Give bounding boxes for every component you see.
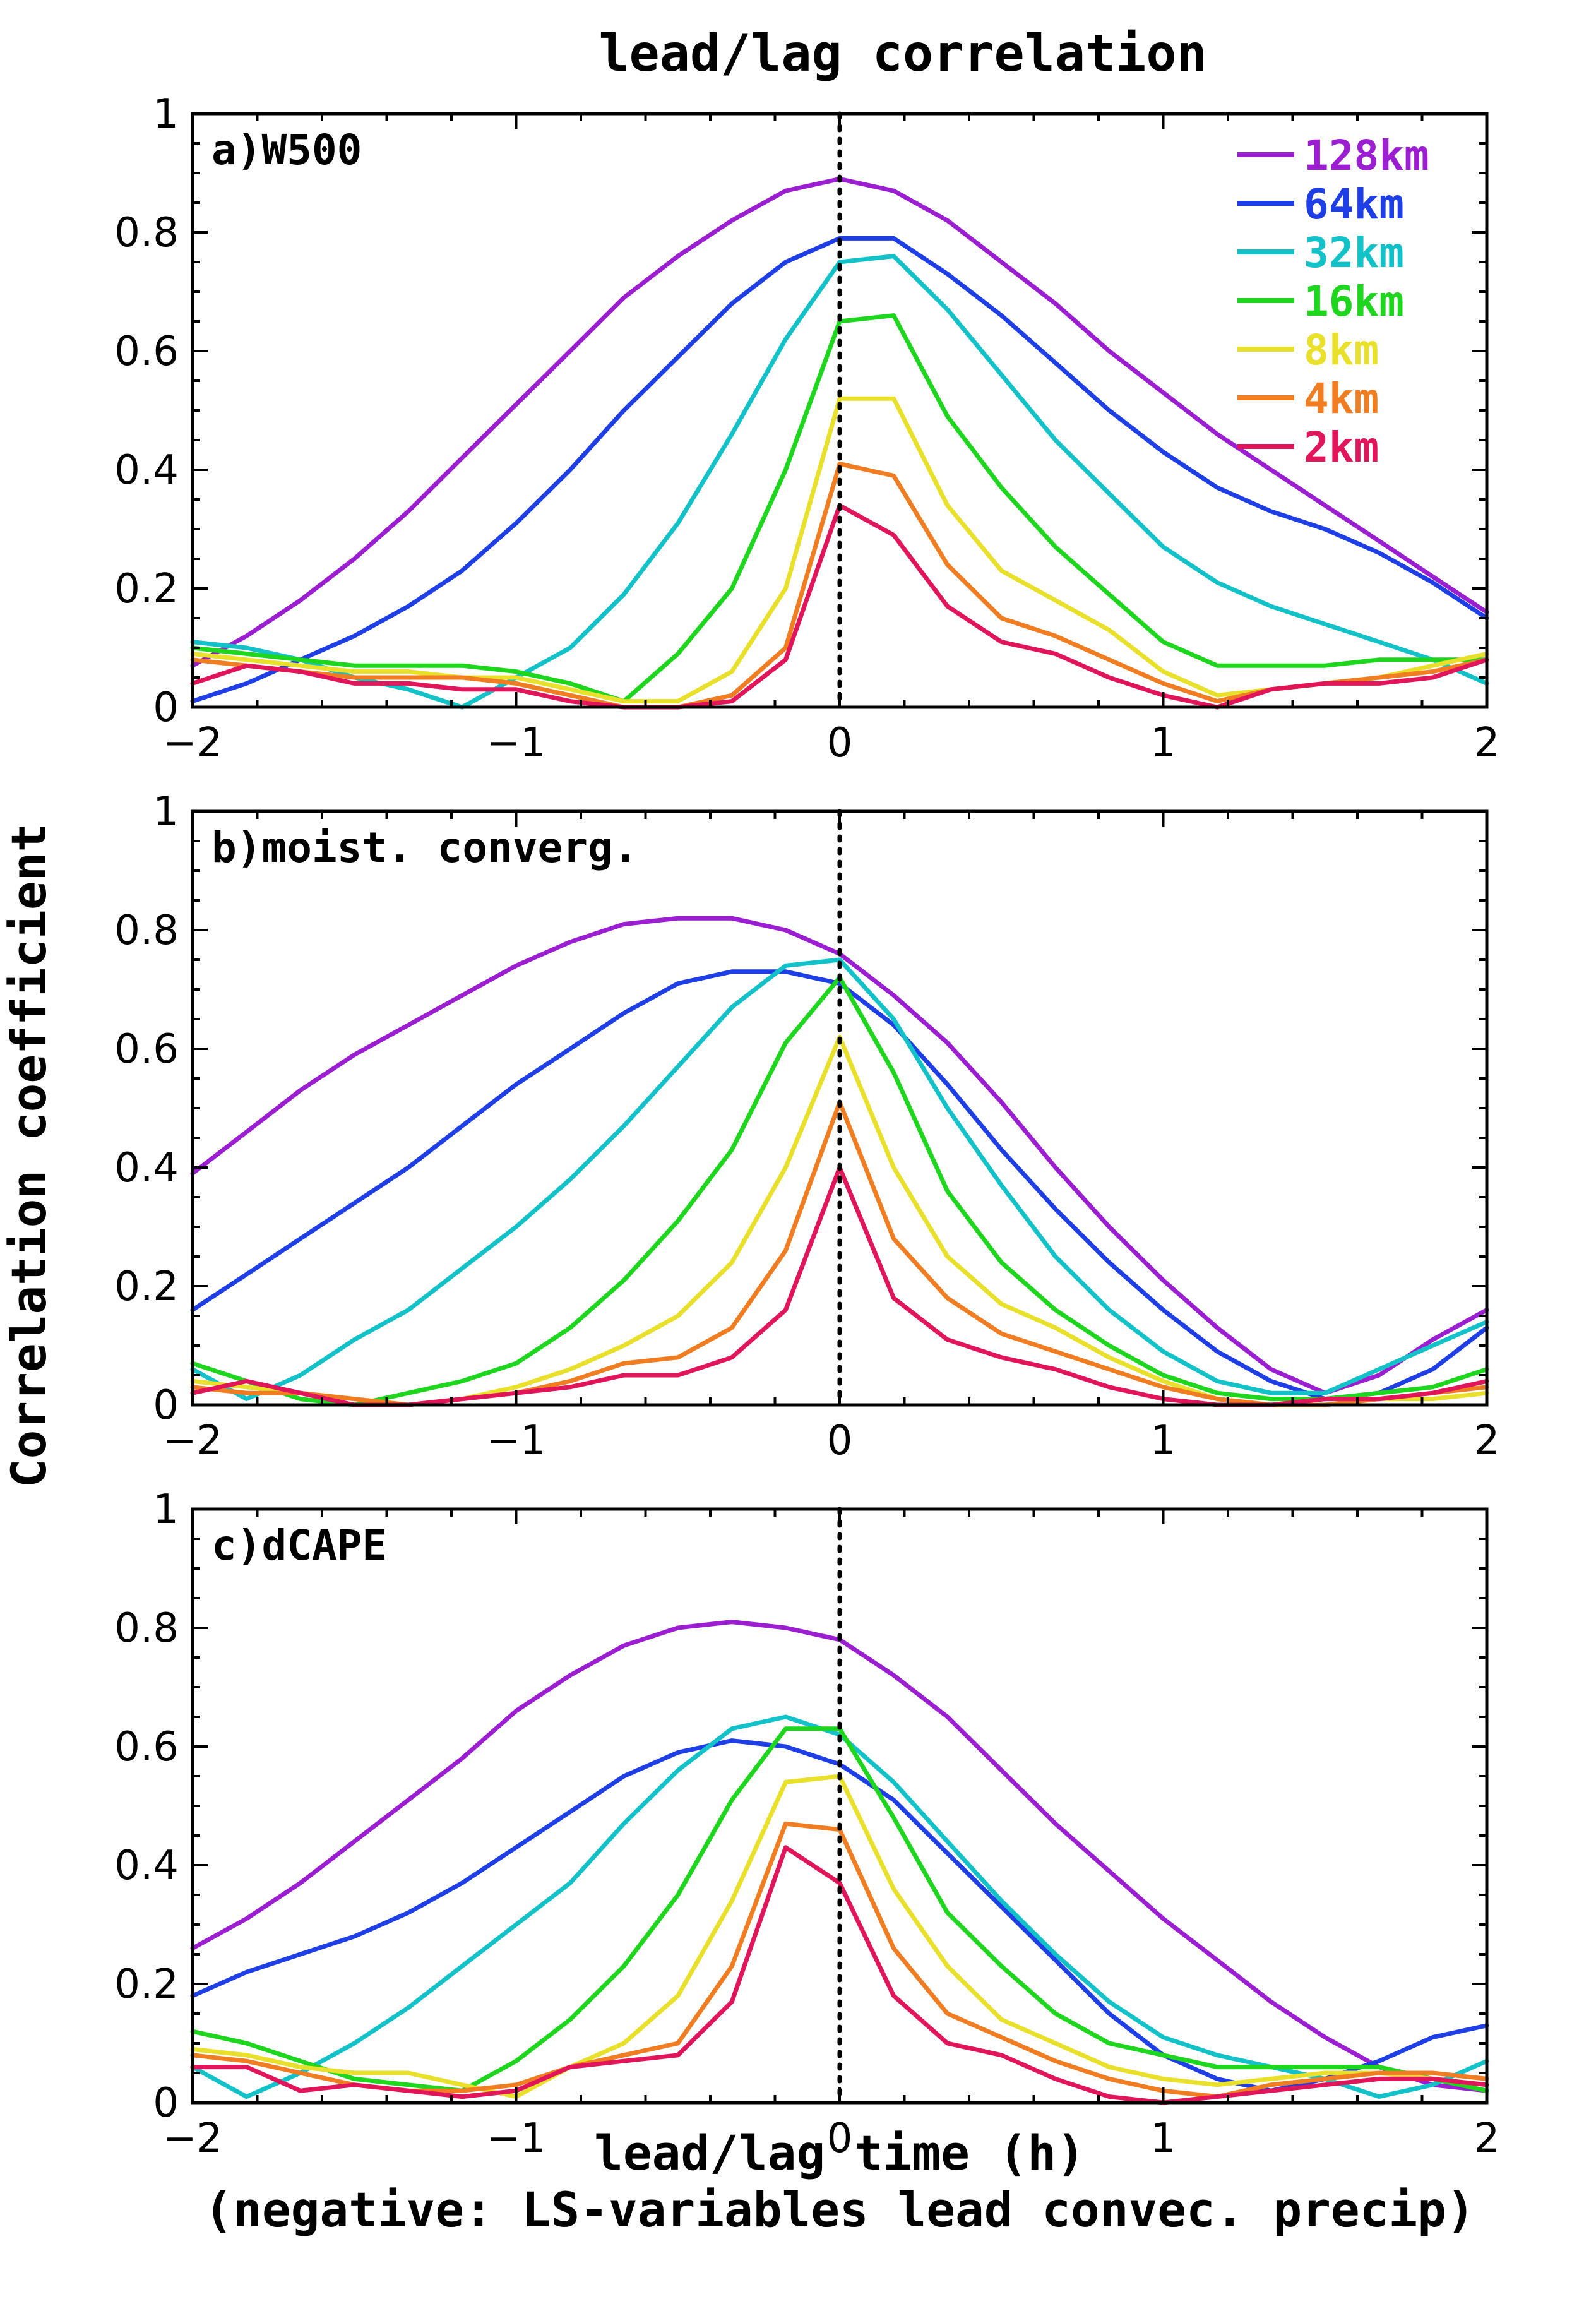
panel-a: −2 −1 0 1 2 0 0.2 0.4 0.6 0.8 1 a)W500 128km64km32km…: [114, 91, 1499, 767]
series-line-32km: [190, 254, 1489, 710]
x-tick-label: 2: [1474, 720, 1500, 767]
y-axis-label: Correlation coefficient: [1, 823, 57, 1488]
y-tick-label: 1: [153, 1486, 179, 1533]
y-tick-label: 0.6: [114, 328, 179, 375]
x-tick-label: 2: [1474, 1418, 1500, 1464]
panel-title: c)dCAPE: [211, 1521, 387, 1570]
y-tick-label: 1: [153, 91, 179, 138]
legend-label-32km: 32km: [1304, 229, 1404, 277]
y-tick-label: 0.6: [114, 1026, 179, 1073]
x-tick-label: −1: [486, 720, 545, 767]
y-tick-label: 0: [153, 1382, 179, 1429]
x-tick-label: −1: [486, 1418, 545, 1464]
y-tick-label: 1: [153, 789, 179, 835]
legend-label-64km: 64km: [1304, 180, 1404, 229]
series-line-32km: [190, 957, 1489, 1402]
series-line-16km: [190, 1726, 1489, 2093]
legend-label-16km: 16km: [1304, 277, 1404, 326]
legend-label-8km: 8km: [1304, 326, 1379, 374]
legend-label-4km: 4km: [1304, 374, 1379, 423]
x-tick-label: 0: [827, 2115, 853, 2162]
x-axis-note: (negative: LS-variables lead convec. pre…: [204, 2182, 1475, 2238]
y-tick-label: 0.4: [114, 1145, 179, 1191]
x-tick-label: −2: [163, 1418, 222, 1464]
panel-title: b)moist. converg.: [211, 823, 638, 872]
legend-label-2km: 2km: [1304, 423, 1379, 472]
x-tick-label: −2: [163, 720, 222, 767]
series-line-2km: [190, 1845, 1489, 2105]
x-tick-label: −2: [163, 2115, 222, 2162]
x-tick-label: −1: [486, 2115, 545, 2162]
y-tick-label: 0.8: [114, 210, 179, 256]
figure-title: lead/lag correlation: [598, 24, 1206, 83]
x-tick-label: 0: [827, 1418, 853, 1464]
y-tick-label: 0.2: [114, 1961, 179, 2008]
x-axis-label: lead/lag time (h): [594, 2125, 1085, 2181]
panel-b: −2 −1 0 1 2 0 0.2 0.4 0.6 0.8 1 b)moist. converg.: [114, 789, 1499, 1464]
series-line-64km: [190, 969, 1489, 1402]
y-tick-label: 0: [153, 2080, 179, 2127]
y-tick-label: 0.8: [114, 1605, 179, 1652]
y-tick-label: 0.6: [114, 1724, 179, 1771]
y-tick-label: 0: [153, 684, 179, 731]
panel-title: a)W500: [211, 126, 362, 174]
y-tick-label: 0.8: [114, 907, 179, 954]
y-tick-label: 0.4: [114, 1842, 179, 1889]
x-tick-label: 1: [1150, 2115, 1176, 2162]
y-tick-label: 0.4: [114, 447, 179, 494]
panel-c: −2 −1 0 1 2 0 0.2 0.4 0.6 0.8 1 c)dCAPE: [114, 1486, 1499, 2162]
y-tick-label: 0.2: [114, 1263, 179, 1310]
x-tick-label: 1: [1150, 1418, 1176, 1464]
x-tick-label: 1: [1150, 720, 1176, 767]
x-tick-label: 0: [827, 720, 853, 767]
legend-label-128km: 128km: [1304, 131, 1429, 180]
x-tick-label: 2: [1474, 2115, 1500, 2162]
y-tick-label: 0.2: [114, 566, 179, 612]
